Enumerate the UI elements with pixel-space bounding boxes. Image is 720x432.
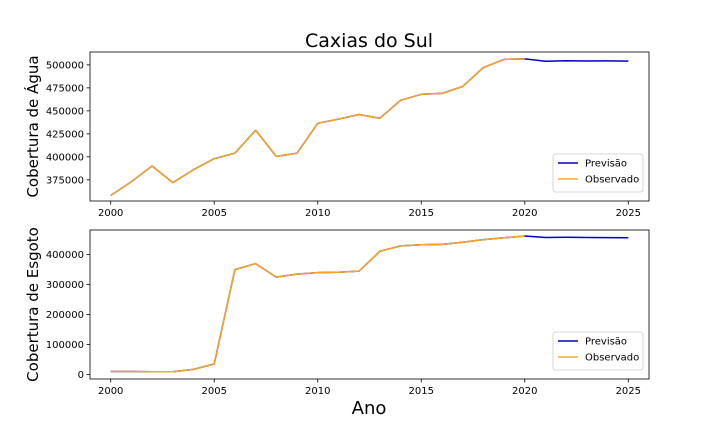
water-axes-frame	[89, 51, 650, 202]
water-x-tick-label: 2005	[201, 208, 226, 219]
water-coverage-chart: 2000 2005 2010 2015 2020 2025 375000 400000 4250…	[23, 51, 650, 219]
sewage-x-tick-label: 2025	[616, 386, 641, 397]
sewage-y-tick-label: 200000	[46, 310, 84, 321]
water-x-tick-label: 2010	[305, 208, 330, 219]
water-x-tick-label: 2020	[512, 208, 537, 219]
chart-title: Caxias do Sul	[305, 30, 433, 52]
sewage-x-tick-label: 2020	[512, 386, 537, 397]
sewage-coverage-chart: 2000 2005 2010 2015 2020 2025 0 100000 200000 300…	[24, 227, 650, 397]
sewage-y-tick-label: 300000	[46, 280, 84, 291]
sewage-x-tick-label: 2005	[201, 386, 226, 397]
water-y-tick-label: 450000	[46, 106, 84, 117]
sewage-legend-label-forecast: Previsão	[585, 337, 627, 348]
water-series-observed	[110, 58, 525, 197]
water-legend: Previsão Observado	[552, 153, 644, 193]
sewage-y-tick-label: 400000	[46, 250, 84, 261]
sewage-x-tick-label: 2010	[305, 386, 330, 397]
water-x-tick-label: 2000	[98, 208, 123, 219]
water-legend-label-observed: Observado	[585, 175, 639, 186]
water-y-axis-label: Cobertura de Água	[23, 55, 42, 197]
sewage-series-observed	[110, 235, 525, 373]
water-y-tick-label: 475000	[46, 83, 84, 94]
sewage-x-tick-label: 2015	[409, 386, 434, 397]
sewage-axes-frame	[89, 229, 650, 380]
water-y-tick-label: 375000	[46, 175, 84, 186]
water-x-tick-label: 2015	[409, 208, 434, 219]
water-y-tick-label: 400000	[46, 152, 84, 163]
water-y-tick-label: 500000	[46, 60, 84, 71]
sewage-y-axis-label: Cobertura de Esgoto	[24, 227, 42, 382]
sewage-legend-label-observed: Observado	[585, 353, 639, 364]
sewage-y-tick-label: 0	[78, 370, 84, 381]
sewage-legend: Previsão Observado	[552, 331, 644, 371]
sewage-x-tick-label: 2000	[98, 386, 123, 397]
water-x-tick-label: 2025	[616, 208, 641, 219]
water-y-tick-label: 425000	[46, 129, 84, 140]
water-legend-label-forecast: Previsão	[585, 159, 627, 170]
sewage-y-tick-label: 100000	[46, 340, 84, 351]
x-axis-label: Ano	[352, 398, 387, 419]
